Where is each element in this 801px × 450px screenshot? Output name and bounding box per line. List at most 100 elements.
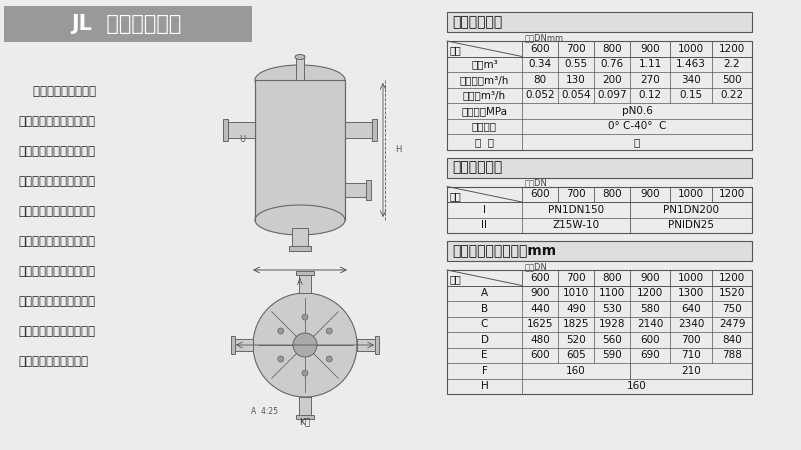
Bar: [345, 122, 373, 138]
Text: 规格DNmm: 规格DNmm: [525, 33, 564, 42]
Text: 1300: 1300: [678, 288, 704, 298]
Bar: [447, 158, 752, 177]
Text: 法兰连接尺寸: 法兰连接尺寸: [452, 161, 502, 175]
Text: 700: 700: [566, 44, 586, 54]
Text: 1928: 1928: [599, 319, 626, 329]
Text: 160: 160: [627, 381, 647, 391]
Text: 环水回用的节约目的，所: 环水回用的节约目的，所: [18, 205, 95, 218]
Bar: [345, 183, 367, 197]
Bar: [296, 55, 304, 80]
Text: 700: 700: [681, 335, 701, 345]
Bar: [4, 6, 252, 42]
Circle shape: [326, 328, 332, 334]
Circle shape: [253, 293, 357, 397]
Text: 900: 900: [640, 273, 660, 283]
Text: 640: 640: [681, 304, 701, 314]
Text: A  4:25: A 4:25: [251, 407, 278, 416]
Text: 900: 900: [530, 288, 549, 298]
Text: 0.55: 0.55: [565, 59, 588, 69]
Wedge shape: [255, 80, 345, 125]
Text: 1.11: 1.11: [638, 59, 662, 69]
Text: 规格DN: 规格DN: [525, 179, 548, 188]
Text: 介  质: 介 质: [475, 137, 494, 147]
Text: 当然，矿山、冶金、建材: 当然，矿山、冶金、建材: [18, 295, 95, 308]
Text: 800: 800: [602, 189, 622, 199]
Text: 840: 840: [723, 335, 742, 345]
Bar: [255, 80, 345, 220]
Text: H: H: [481, 381, 489, 391]
Text: 1200: 1200: [718, 189, 745, 199]
Text: 490: 490: [566, 304, 586, 314]
Text: H: H: [395, 145, 401, 154]
Text: PN1DN150: PN1DN150: [548, 205, 604, 215]
Circle shape: [293, 333, 317, 357]
Text: 主要技术参数: 主要技术参数: [452, 15, 502, 29]
Text: PN1DN200: PN1DN200: [663, 205, 719, 215]
Text: 2479: 2479: [718, 319, 745, 329]
Text: 以这种设备在高寒缺水地: 以这种设备在高寒缺水地: [18, 235, 95, 248]
Text: 130: 130: [566, 75, 586, 85]
Ellipse shape: [255, 65, 345, 95]
Text: 590: 590: [602, 350, 622, 360]
Bar: [289, 246, 311, 251]
Text: 340: 340: [681, 75, 701, 85]
Text: 滤水能力m³/h: 滤水能力m³/h: [460, 75, 509, 85]
Text: 160: 160: [566, 366, 586, 376]
Bar: [447, 241, 752, 261]
Text: 1625: 1625: [527, 319, 553, 329]
Text: 500: 500: [723, 75, 742, 85]
Text: 0.22: 0.22: [720, 90, 743, 100]
Text: 200: 200: [602, 75, 622, 85]
Text: 560: 560: [602, 335, 622, 345]
Polygon shape: [299, 397, 311, 415]
Bar: [447, 186, 752, 233]
Text: U: U: [239, 135, 245, 144]
Bar: [292, 228, 308, 248]
Text: JL  型砾石过滤器: JL 型砾石过滤器: [70, 14, 181, 34]
Text: 605: 605: [566, 350, 586, 360]
Text: 容积m³: 容积m³: [471, 59, 498, 69]
Text: PNIDN25: PNIDN25: [668, 220, 714, 230]
Text: 700: 700: [566, 189, 586, 199]
Text: 0.15: 0.15: [679, 90, 702, 100]
Text: 600: 600: [530, 189, 549, 199]
Bar: [366, 180, 371, 200]
Text: 580: 580: [640, 304, 660, 314]
Text: 600: 600: [640, 335, 660, 345]
Text: 1000: 1000: [678, 189, 704, 199]
Text: 使用压力MPa: 使用压力MPa: [461, 106, 508, 116]
Circle shape: [278, 356, 284, 362]
Text: 主要外形尺寸连接表mm: 主要外形尺寸连接表mm: [452, 244, 556, 258]
Text: 环系统的安全，和达到循: 环系统的安全，和达到循: [18, 175, 95, 188]
Text: 690: 690: [640, 350, 660, 360]
Text: 0.054: 0.054: [562, 90, 591, 100]
Text: 等部门作为净化处理设备: 等部门作为净化处理设备: [18, 325, 95, 338]
Text: B: B: [481, 304, 488, 314]
Text: 1000: 1000: [678, 44, 704, 54]
Text: 80: 80: [533, 75, 546, 85]
Text: 循环水中杂质，以保证循: 循环水中杂质，以保证循: [18, 145, 95, 158]
Text: 700: 700: [566, 273, 586, 283]
Text: 440: 440: [530, 304, 549, 314]
Text: 1200: 1200: [718, 44, 745, 54]
Text: 600: 600: [530, 350, 549, 360]
Text: 水: 水: [634, 137, 640, 147]
Text: 0.052: 0.052: [525, 90, 555, 100]
Text: 滤石量m³/h: 滤石量m³/h: [463, 90, 506, 100]
Ellipse shape: [255, 205, 345, 235]
Polygon shape: [235, 339, 253, 351]
Bar: [447, 270, 752, 394]
Text: II: II: [481, 220, 488, 230]
Text: I: I: [483, 205, 486, 215]
Text: 0.12: 0.12: [638, 90, 662, 100]
Bar: [227, 122, 255, 138]
Text: 2.2: 2.2: [723, 59, 740, 69]
Text: 0.34: 0.34: [529, 59, 552, 69]
Bar: [223, 119, 228, 141]
Ellipse shape: [295, 54, 305, 59]
Circle shape: [302, 370, 308, 376]
Polygon shape: [375, 336, 379, 354]
Text: 710: 710: [681, 350, 701, 360]
Text: F: F: [481, 366, 488, 376]
Circle shape: [326, 356, 332, 362]
